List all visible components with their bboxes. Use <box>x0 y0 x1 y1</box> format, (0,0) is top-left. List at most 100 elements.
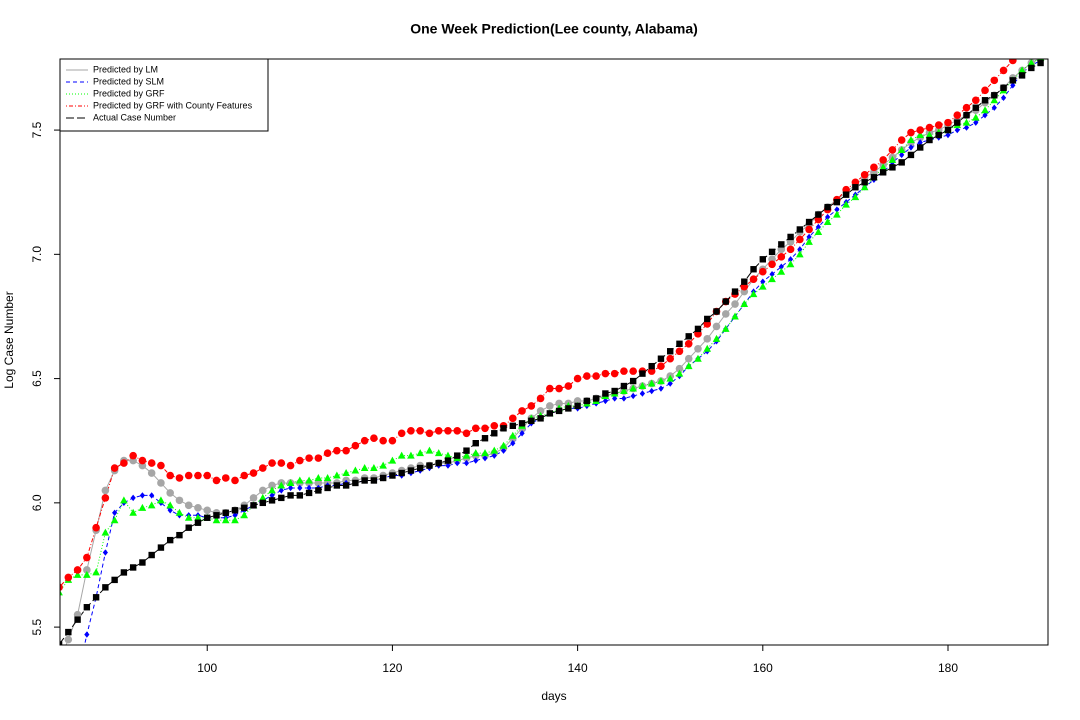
point <box>60 590 63 596</box>
point <box>666 374 675 382</box>
point <box>546 384 554 393</box>
point <box>684 339 693 348</box>
point <box>259 499 266 507</box>
point <box>675 369 684 377</box>
point <box>860 171 869 179</box>
point <box>166 489 174 497</box>
point <box>555 399 563 408</box>
point <box>269 492 275 499</box>
point <box>1037 47 1045 55</box>
point <box>471 449 480 457</box>
point <box>231 476 239 485</box>
point <box>694 354 702 362</box>
point <box>268 497 276 504</box>
point <box>65 628 72 636</box>
point <box>962 118 971 126</box>
point <box>500 447 507 454</box>
point <box>112 509 118 516</box>
point <box>434 449 443 457</box>
point <box>425 446 434 454</box>
point <box>630 392 636 400</box>
point <box>407 467 415 474</box>
legend-box <box>59 58 269 132</box>
point <box>982 111 988 119</box>
point <box>129 451 137 460</box>
point <box>852 184 859 191</box>
point <box>555 384 563 393</box>
point <box>157 544 165 551</box>
point <box>491 452 497 459</box>
point <box>879 169 887 176</box>
point <box>397 429 406 438</box>
point <box>203 506 212 515</box>
point <box>129 508 137 516</box>
point <box>963 124 970 131</box>
point <box>500 425 507 432</box>
point <box>574 402 581 410</box>
point <box>814 227 823 235</box>
point <box>360 464 369 472</box>
point <box>129 564 137 571</box>
point <box>286 478 295 486</box>
point <box>518 420 526 427</box>
point <box>621 395 627 402</box>
point <box>462 451 471 459</box>
point <box>555 407 563 415</box>
point <box>75 674 80 680</box>
point <box>203 471 212 480</box>
point <box>324 484 331 492</box>
point <box>1020 59 1024 60</box>
point <box>222 509 229 516</box>
point <box>796 235 804 244</box>
point <box>897 145 906 153</box>
point <box>305 454 313 462</box>
point <box>972 104 979 111</box>
legend-label: Predicted by GRF with County Features <box>93 100 253 110</box>
point <box>768 260 776 269</box>
point <box>83 604 91 611</box>
point <box>963 111 970 119</box>
point <box>786 260 795 268</box>
point <box>315 487 322 494</box>
point <box>370 477 378 484</box>
point <box>204 514 211 521</box>
point <box>629 384 637 392</box>
point <box>684 354 693 363</box>
point <box>306 484 312 492</box>
point <box>1018 66 1026 74</box>
point <box>999 66 1008 75</box>
point <box>305 476 313 484</box>
point <box>842 200 850 208</box>
point <box>388 456 397 464</box>
point <box>825 213 831 221</box>
point <box>379 461 387 469</box>
point <box>241 504 248 512</box>
point <box>157 461 165 470</box>
point <box>277 459 286 467</box>
point <box>278 494 285 502</box>
point <box>194 519 202 526</box>
point <box>759 256 767 263</box>
point <box>721 310 730 318</box>
point <box>1018 72 1026 79</box>
point <box>805 225 813 234</box>
point <box>647 379 656 387</box>
point <box>101 494 110 502</box>
point <box>759 282 767 290</box>
point <box>398 469 405 477</box>
point <box>278 487 284 494</box>
point <box>926 136 933 144</box>
point <box>981 106 989 114</box>
point <box>212 516 221 524</box>
x-tick-label: 140 <box>568 661 588 675</box>
point <box>990 76 999 85</box>
point <box>471 424 480 433</box>
point <box>508 414 517 423</box>
point <box>462 429 471 438</box>
point <box>834 206 840 213</box>
point <box>741 278 748 285</box>
point <box>194 471 202 480</box>
point <box>546 410 554 417</box>
point <box>60 583 63 592</box>
point <box>971 96 980 105</box>
